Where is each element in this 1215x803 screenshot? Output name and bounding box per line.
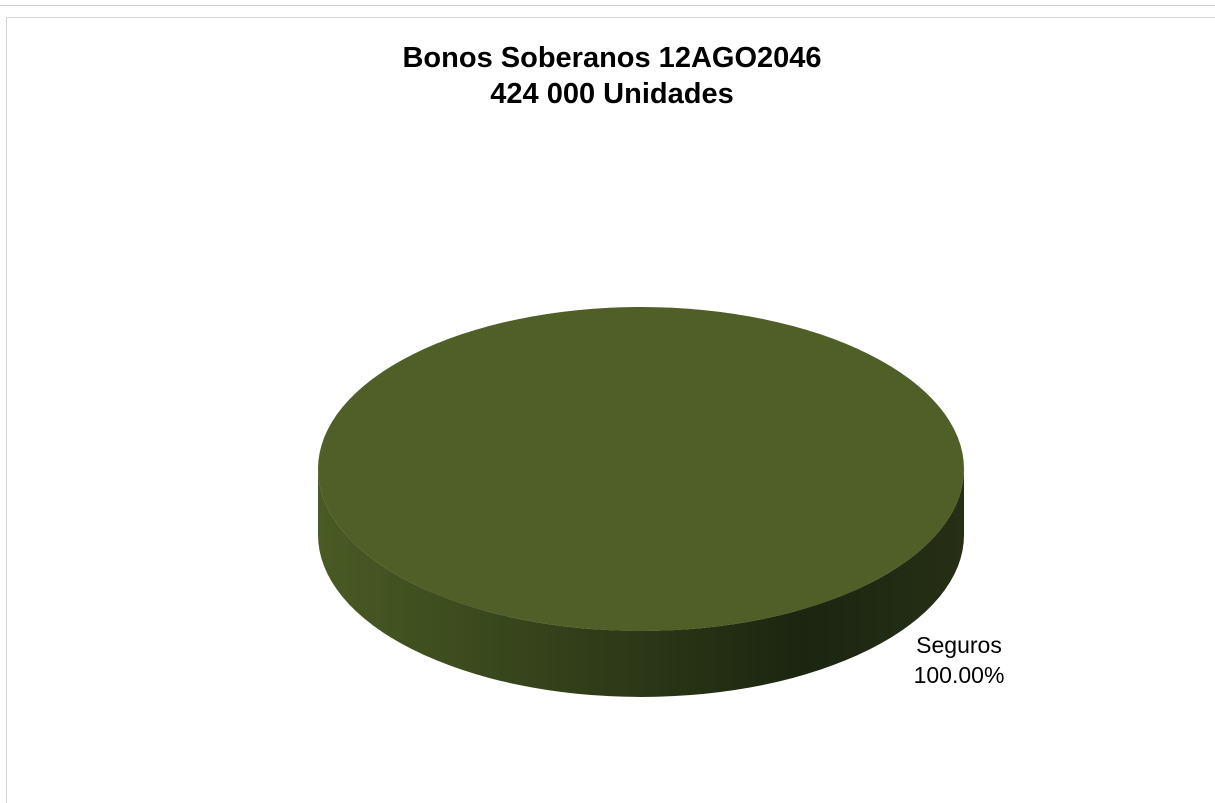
pie-slice-side	[318, 469, 964, 697]
top-divider	[0, 0, 1215, 6]
chart-subtitle-line: 424 000 Unidades	[490, 78, 734, 110]
chart-title: Bonos Soberanos 12AGO2046 424 000 Unidad…	[0, 40, 1215, 112]
chart-title-line: Bonos Soberanos 12AGO2046	[402, 42, 822, 74]
slice-label-value: 100.00%	[914, 662, 1005, 688]
pie-slices	[318, 307, 964, 697]
slice-label-name: Seguros	[916, 632, 1002, 658]
pie-slice-seguros	[318, 307, 964, 631]
